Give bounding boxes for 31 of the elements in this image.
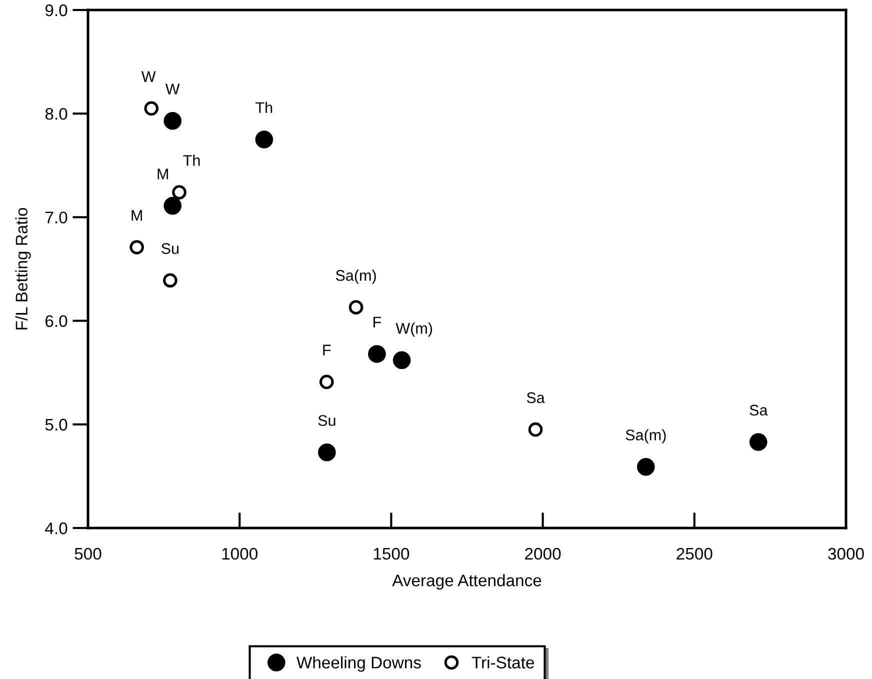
x-tick-label: 500 [74, 548, 102, 560]
y-axis-title: F/L Betting Ratio [15, 208, 31, 330]
annotation: Sa(m) [336, 270, 376, 284]
y-tick-label: 7.0 [46, 212, 68, 224]
annotation: Sa [526, 392, 545, 404]
annotation: F [323, 344, 331, 356]
annotation: Su [318, 415, 336, 426]
y-tick-label: 4.0 [45, 522, 68, 534]
x-tick-label: 1000 [222, 548, 258, 560]
annotation: M [132, 210, 142, 221]
annotation: W [141, 71, 156, 82]
annotation: Sa [750, 404, 768, 416]
x-axis-title: Average Attendance [392, 574, 542, 590]
annotation: Th [183, 154, 200, 166]
annotation: Th [256, 102, 272, 113]
annotation: W [165, 84, 180, 94]
annotation: Su [162, 243, 178, 254]
legend-label: Wheeling Downs [296, 656, 421, 672]
annotation: Sa(m) [626, 429, 666, 444]
y-tick-label: 6.0 [46, 315, 68, 328]
annotation: W(m) [396, 322, 432, 337]
annotation: F [374, 316, 382, 328]
legend-label: Tri-State [472, 656, 534, 668]
x-tick-label: 2000 [525, 548, 561, 560]
annotation: M [158, 168, 168, 180]
x-tick-label: 2500 [676, 548, 712, 560]
y-tick-label: 9.0 [45, 4, 68, 16]
x-tick-label: 1500 [374, 548, 410, 560]
y-tick-label: 8.0 [45, 108, 68, 120]
x-tick-label: 3000 [828, 548, 864, 560]
y-tick-label: 5.0 [45, 418, 68, 431]
